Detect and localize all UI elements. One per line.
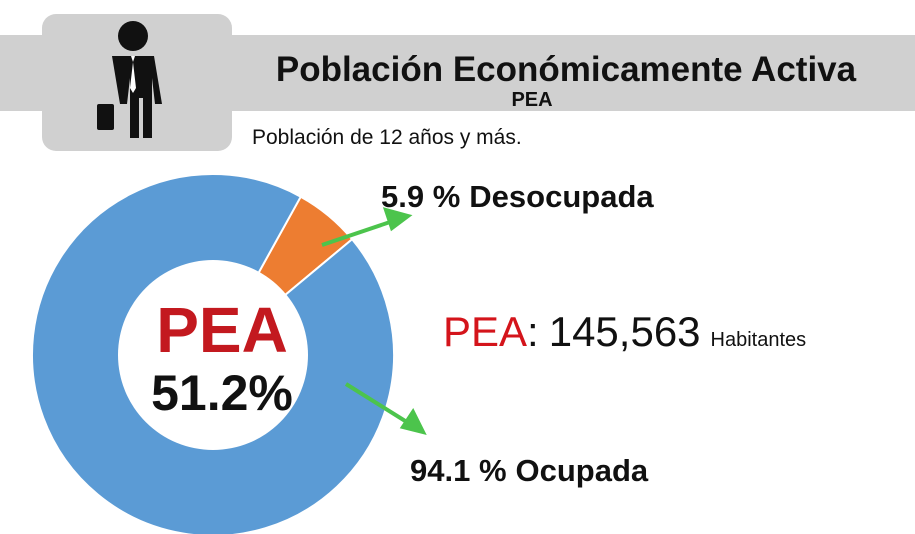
- center-value: 51.2%: [151, 365, 293, 421]
- category-label: Desocupada: [469, 179, 654, 214]
- category-label: Ocupada: [516, 453, 649, 488]
- label-ocupada: 94.1 % Ocupada: [410, 453, 649, 488]
- total-value: 145,563: [549, 308, 701, 355]
- total-unit: Habitantes: [711, 329, 807, 351]
- label-desocupada: 5.9 % Desocupada: [381, 179, 654, 214]
- person-icon: [97, 21, 162, 138]
- title: Población Económicamente Activa: [276, 50, 857, 89]
- total: PEA: 145,563 Habitantes: [443, 308, 806, 355]
- donut-hole: [118, 260, 308, 450]
- note: Población de 12 años y más.: [252, 126, 522, 149]
- arrows: [321, 207, 427, 435]
- center-label: PEA: [156, 294, 288, 366]
- value-label: 5.9 %: [381, 179, 460, 214]
- subtitle: PEA: [511, 89, 552, 111]
- value-label: 94.1 %: [410, 453, 507, 488]
- total-label: PEA: [443, 308, 527, 355]
- total-separator: :: [527, 308, 539, 355]
